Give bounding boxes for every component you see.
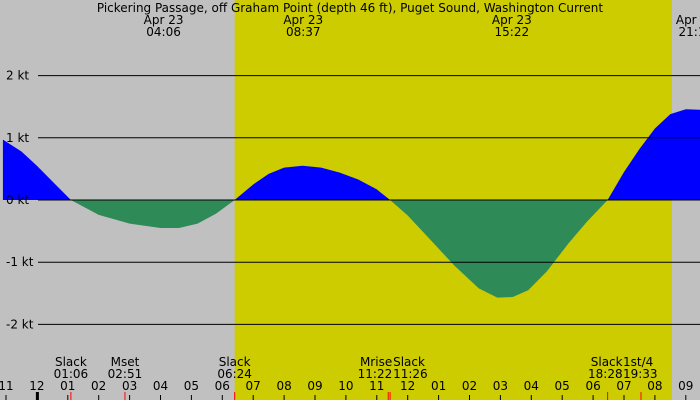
hour-tick-label: 11 xyxy=(0,379,14,393)
hour-tick-label: 06 xyxy=(215,379,230,393)
ebb-area xyxy=(70,200,235,228)
event-name-label: Slack xyxy=(393,355,425,369)
event-name-label: Slack xyxy=(219,355,251,369)
current-area-layer xyxy=(2,109,700,298)
extreme-time-label: 15:22 xyxy=(495,25,530,39)
event-time-label: 06:24 xyxy=(217,367,252,381)
event-time-label: 18:28 xyxy=(588,367,623,381)
chart-title: Pickering Passage, off Graham Point (dep… xyxy=(97,1,604,15)
event-name-label: Slack xyxy=(591,355,623,369)
hour-tick-label: 11 xyxy=(369,379,384,393)
y-tick-label: 0 kt xyxy=(6,193,29,207)
hour-tick-label: 10 xyxy=(338,379,353,393)
hour-tick-label: 03 xyxy=(493,379,508,393)
hour-tick-label: 02 xyxy=(462,379,477,393)
hour-tick-label: 09 xyxy=(307,379,322,393)
hour-tick-label: 07 xyxy=(246,379,261,393)
flood-area xyxy=(234,165,391,200)
extreme-date-label: Apr 23 xyxy=(144,13,184,27)
y-tick-label: -2 kt xyxy=(6,317,34,331)
hour-tick-label: 05 xyxy=(555,379,570,393)
extreme-time-label: 04:06 xyxy=(146,25,181,39)
event-name-label: Slack xyxy=(55,355,87,369)
event-name-label: Mset xyxy=(111,355,140,369)
flood-area xyxy=(2,139,71,200)
event-time-label: 11:26 xyxy=(393,367,428,381)
hour-tick-label: 01 xyxy=(60,379,75,393)
y-tick-label: -1 kt xyxy=(6,255,34,269)
extreme-date-label: Apr 23 xyxy=(283,13,323,27)
event-time-label: 19:33 xyxy=(623,367,658,381)
hour-tick-label: 12 xyxy=(29,379,44,393)
hour-tick-label: 08 xyxy=(276,379,291,393)
midnight-marker xyxy=(35,392,39,400)
extreme-time-label: 08:37 xyxy=(286,25,321,39)
ebb-area xyxy=(390,200,608,298)
event-name-label: Mrise xyxy=(360,355,392,369)
event-time-label: 01:06 xyxy=(54,367,89,381)
hour-tick-label: 01 xyxy=(431,379,446,393)
extreme-date-label: Apr 23 xyxy=(492,13,532,27)
y-tick-label: 2 kt xyxy=(6,69,29,83)
hour-tick-label: 09 xyxy=(678,379,693,393)
y-tick-label: 1 kt xyxy=(6,131,29,145)
hour-tick-label: 06 xyxy=(585,379,600,393)
flood-area xyxy=(607,109,700,200)
hour-tick-label: 04 xyxy=(524,379,539,393)
hour-tick-label: 12 xyxy=(400,379,415,393)
hour-tick-label: 04 xyxy=(153,379,168,393)
hour-tick-label: 05 xyxy=(184,379,199,393)
event-name-label: 1st/4 xyxy=(623,355,653,369)
extreme-time-label: 21:1 xyxy=(679,25,700,39)
hour-tick-label: 07 xyxy=(616,379,631,393)
extreme-date-label: Apr 2 xyxy=(676,13,700,27)
hour-tick-label: 02 xyxy=(91,379,106,393)
hour-tick-label: 08 xyxy=(647,379,662,393)
gridline-layer xyxy=(5,75,700,400)
event-time-label: 11:22 xyxy=(358,367,393,381)
event-time-label: 02:51 xyxy=(108,367,143,381)
hour-tick-label: 03 xyxy=(122,379,137,393)
